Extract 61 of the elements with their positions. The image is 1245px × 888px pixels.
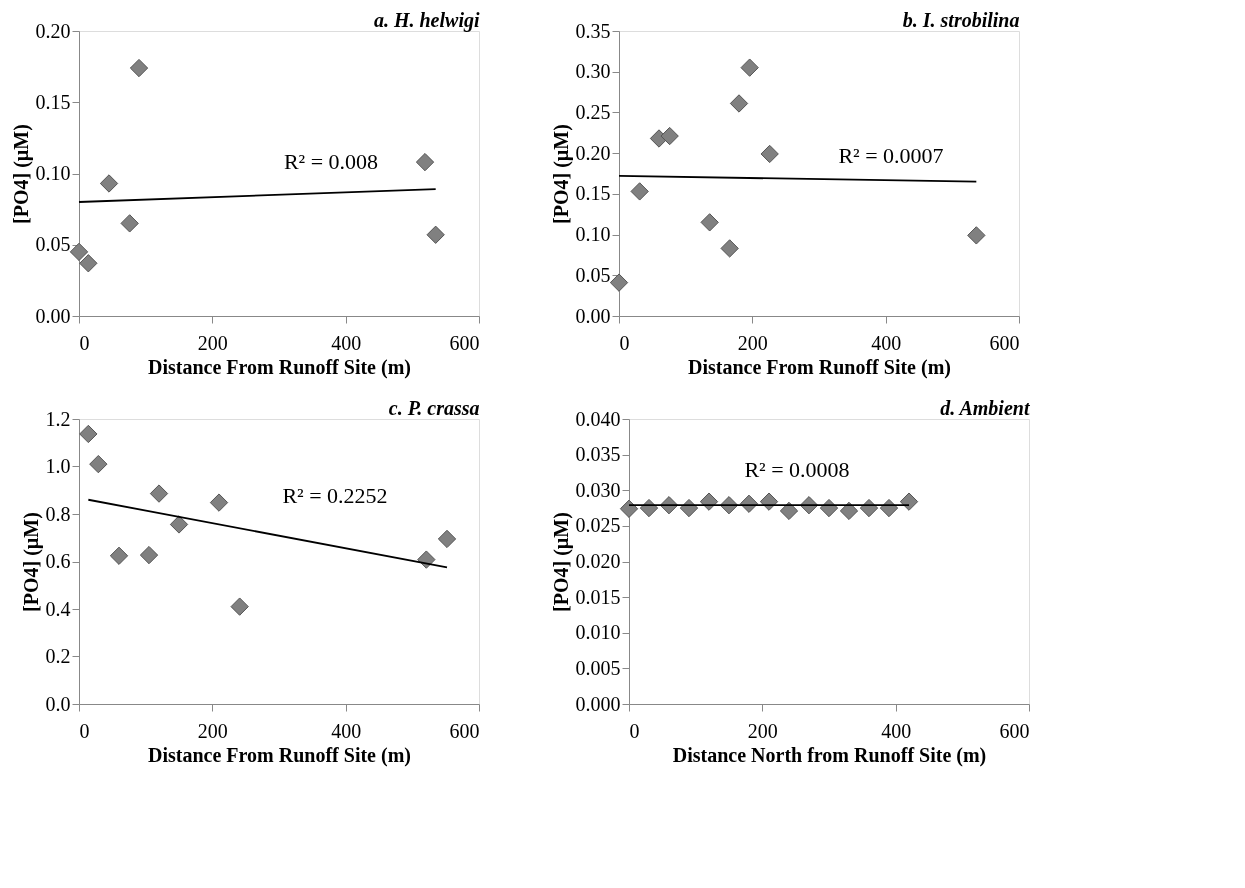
y-tick-label: 1.2	[45, 407, 71, 430]
x-tick-label: 400	[331, 331, 362, 354]
y-tick-label: 0.05	[35, 233, 71, 256]
y-tick-label: 0.4	[45, 597, 71, 620]
x-tick-label: 400	[881, 719, 912, 742]
y-tick-label: 0.030	[575, 478, 621, 501]
y-tick-label: 0.25	[575, 100, 611, 123]
chart-title: a. H. helwigi	[373, 9, 480, 32]
y-tick-label: 0.2	[45, 645, 71, 667]
x-axis-title: Distance From Runoff Site (m)	[688, 355, 951, 379]
y-tick-label: 0.0	[45, 692, 71, 715]
y-tick-label: 0.30	[575, 60, 611, 83]
x-axis-title: Distance From Runoff Site (m)	[148, 355, 411, 379]
y-tick-label: 0.35	[575, 19, 611, 42]
x-tick-label: 600	[449, 719, 480, 742]
annotation: R² = 0.0008	[744, 457, 850, 483]
x-tick-label: 0	[79, 331, 90, 354]
y-tick-label: 0.00	[35, 304, 71, 327]
y-tick-label: 1.0	[45, 455, 71, 477]
y-tick-label: 0.005	[575, 656, 621, 679]
y-tick-label: 0.20	[35, 19, 71, 42]
annotation: R² = 0.0007	[838, 143, 944, 169]
x-tick-label: 200	[197, 331, 228, 354]
x-tick-label: 200	[197, 719, 228, 742]
chart-title: b. I. strobilina	[902, 9, 1020, 31]
y-tick-label: 0.020	[575, 550, 621, 572]
x-tick-label: 0	[629, 719, 640, 742]
y-tick-label: 0.15	[35, 90, 71, 113]
x-tick-label: 400	[331, 719, 362, 742]
x-tick-label: 0	[619, 331, 630, 354]
x-axis-title: Distance North from Runoff Site (m)	[672, 743, 987, 767]
chart-title: c. P. crassa	[388, 397, 480, 419]
y-tick-label: 0.025	[575, 514, 621, 537]
y-tick-label: 0.10	[35, 162, 71, 184]
x-tick-label: 600	[989, 331, 1020, 354]
x-tick-label: 400	[871, 331, 902, 354]
y-tick-label: 0.040	[575, 407, 621, 430]
x-tick-label: 0	[79, 719, 90, 742]
x-axis-title: Distance From Runoff Site (m)	[148, 743, 411, 767]
y-tick-label: 0.6	[45, 550, 71, 572]
y-tick-label: 0.000	[575, 692, 621, 715]
y-axis-title: [PO4] (µM)	[9, 124, 33, 224]
y-tick-label: 0.10	[575, 223, 611, 246]
y-tick-label: 0.15	[575, 182, 611, 205]
x-tick-label: 600	[449, 331, 480, 354]
y-axis-title: [PO4] (µM)	[549, 512, 573, 612]
x-tick-label: 600	[999, 719, 1030, 742]
y-tick-label: 0.010	[575, 621, 621, 644]
x-tick-label: 200	[747, 719, 778, 742]
x-tick-label: 200	[737, 331, 768, 354]
y-tick-label: 0.015	[575, 585, 621, 608]
y-tick-label: 0.8	[45, 502, 71, 525]
annotation: R² = 0.008	[283, 149, 379, 175]
y-tick-label: 0.00	[575, 304, 611, 327]
chart-title: d. Ambient	[940, 397, 1031, 419]
y-axis-title: [PO4] (µM)	[549, 124, 573, 224]
y-tick-label: 0.035	[575, 443, 621, 466]
annotation: R² = 0.2252	[282, 482, 388, 508]
y-tick-label: 0.20	[575, 141, 611, 164]
y-axis-title: [PO4] (µM)	[19, 512, 43, 612]
y-tick-label: 0.05	[575, 263, 611, 286]
